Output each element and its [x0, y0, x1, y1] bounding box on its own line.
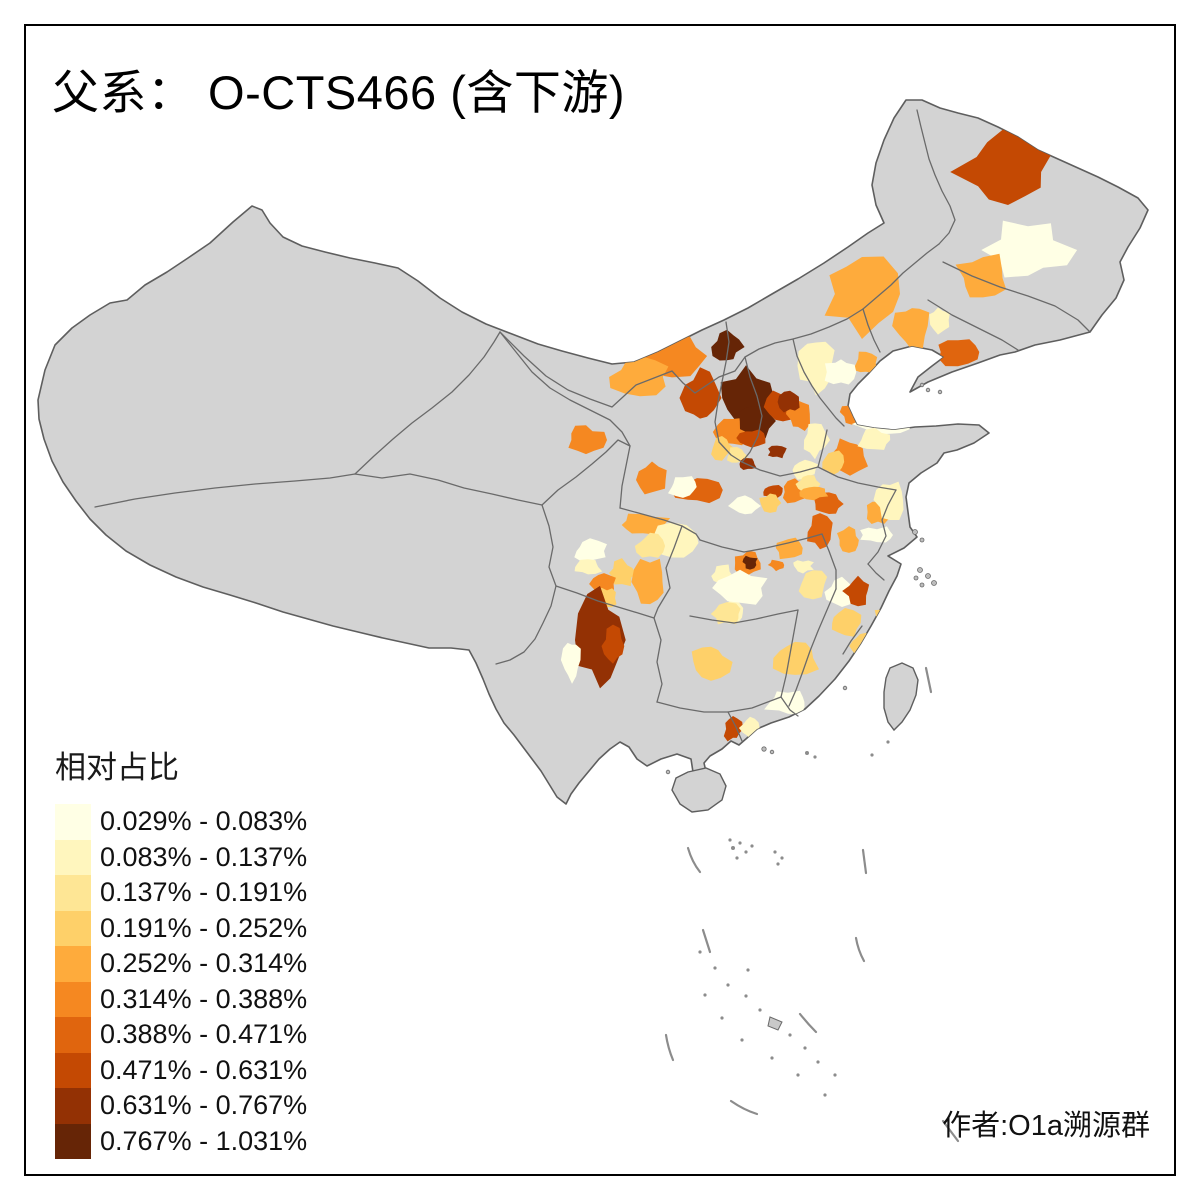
legend-label: 0.029% - 0.083% [100, 806, 308, 837]
taiwan-island [883, 662, 919, 732]
prefecture-region [772, 641, 819, 675]
legend-swatch [55, 1052, 91, 1088]
china-mainland [37, 99, 1149, 805]
legend-swatch [55, 1017, 91, 1053]
prefecture-region [679, 367, 722, 419]
prefecture-region [798, 570, 828, 600]
prefecture-region [775, 537, 803, 560]
prefecture-region [892, 308, 930, 351]
prefecture-region [938, 339, 980, 367]
legend-label: 0.631% - 0.767% [100, 1090, 308, 1121]
prefecture-region [824, 256, 900, 339]
prefecture-region [767, 445, 787, 459]
legend-swatch [55, 839, 91, 875]
province-borders [94, 109, 1091, 742]
legend-swatch [55, 910, 91, 946]
legend-swatch [55, 1088, 91, 1124]
nine-dash-line [664, 666, 960, 1143]
prefecture-region [759, 493, 782, 513]
legend-label: 0.191% - 0.252% [100, 912, 308, 943]
legend-row: 0.767% - 1.031% [55, 1123, 308, 1159]
prefecture-region [738, 405, 776, 439]
legend-label: 0.252% - 0.314% [100, 948, 308, 979]
prefecture-region [568, 425, 607, 455]
map-title: 父系： O-CTS466 (含下游) [52, 66, 626, 119]
prefecture-region [824, 359, 857, 385]
prefecture-region [929, 307, 950, 335]
prefecture-region [691, 646, 733, 681]
hainan-island [671, 767, 727, 813]
prefecture-region [742, 555, 758, 570]
legend-row: 0.471% - 0.631% [55, 1052, 308, 1088]
prefecture-region [601, 624, 625, 664]
coastal-islands [665, 382, 943, 775]
prefecture-region [837, 526, 859, 553]
legend-row: 0.252% - 0.314% [55, 946, 307, 982]
legend-row: 0.137% - 0.191% [55, 875, 307, 911]
prefecture-region [574, 538, 607, 562]
prefecture-region [799, 486, 829, 501]
legend-label: 0.314% - 0.388% [100, 983, 308, 1014]
prefecture-region [824, 576, 857, 607]
attribution: 作者:O1a溯源群 [942, 1110, 1150, 1142]
legend-title: 相对占比 [55, 750, 179, 785]
legend-swatch [55, 981, 91, 1017]
prefecture-region [981, 220, 1078, 278]
legend-row: 0.631% - 0.767% [55, 1088, 307, 1124]
legend-row: 0.191% - 0.252% [55, 910, 308, 946]
prefecture-region [831, 608, 862, 637]
prefecture-region [853, 351, 878, 373]
south-china-sea-islands [698, 740, 890, 1097]
prefecture-region [955, 253, 1007, 298]
prefecture-region [634, 532, 666, 558]
prefecture-region [712, 569, 768, 605]
prefecture-region [631, 558, 664, 605]
legend-label: 0.137% - 0.191% [100, 877, 308, 908]
prefecture-region [792, 459, 818, 480]
legend-swatch [55, 1123, 91, 1159]
prefecture-region [777, 390, 800, 413]
prefecture-region [668, 476, 697, 498]
legend-swatch [55, 804, 91, 840]
prefecture-region [723, 716, 744, 742]
legend-swatch [55, 946, 91, 982]
prefecture-region [711, 436, 734, 461]
legend-label: 0.767% - 1.031% [100, 1125, 308, 1156]
prefecture-region [801, 345, 820, 363]
legend-row: 0.314% - 0.388% [55, 981, 308, 1017]
legend-rows: 0.029% - 0.083% 0.083% - 0.137% 0.137% - 0… [55, 804, 307, 1159]
legend-row: 0.083% - 0.137% [55, 839, 308, 875]
prefecture-region [857, 427, 891, 450]
legend: 相对占比 0.029% - 0.083% 0.083% - 0.137% 0.137… [55, 742, 307, 1159]
prefecture-region [807, 513, 833, 550]
prefecture-region [609, 355, 669, 397]
prefecture-region [728, 495, 761, 515]
prefecture-region [842, 575, 870, 607]
prefecture-region [822, 450, 845, 475]
prefecture-region [813, 492, 844, 514]
legend-label: 0.388% - 0.471% [100, 1019, 308, 1050]
prefecture-region [763, 485, 783, 498]
prefecture-region [574, 559, 603, 575]
legend-swatch [55, 875, 91, 911]
prefecture-region [609, 558, 636, 587]
prefecture-region [803, 423, 831, 460]
legend-row: 0.029% - 0.083% [55, 804, 307, 840]
prefecture-region [767, 559, 785, 572]
prefecture-region [710, 602, 741, 625]
legend-label: 0.471% - 0.631% [100, 1054, 308, 1085]
prefecture-region [560, 642, 581, 684]
prefecture-region [950, 125, 1054, 205]
prefecture-region [726, 447, 748, 463]
prefecture-region [636, 461, 667, 495]
prefecture-region [793, 560, 814, 574]
prefecture-region [858, 645, 881, 669]
legend-row: 0.388% - 0.471% [55, 1017, 307, 1053]
legend-label: 0.083% - 0.137% [100, 841, 308, 872]
